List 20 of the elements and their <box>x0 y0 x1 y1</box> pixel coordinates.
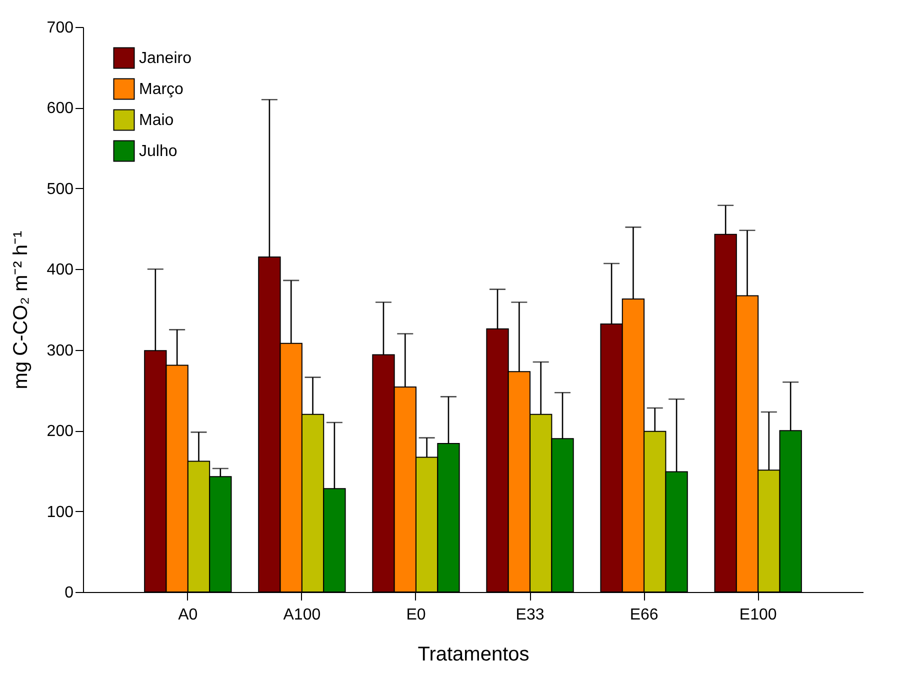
x-tick-label: E66 <box>630 606 658 624</box>
x-axis-title: Tratamentos <box>418 644 530 666</box>
y-axis-title: mg C-CO₂ m⁻² h⁻¹ <box>10 230 32 390</box>
y-tick-label: 300 <box>46 342 74 360</box>
x-tick-label: A100 <box>283 606 321 624</box>
y-tick-label: 400 <box>46 262 74 279</box>
legend-label: Março <box>139 81 184 98</box>
x-tick-label: E33 <box>516 606 544 624</box>
y-tick-label: 700 <box>46 20 74 36</box>
y-tick-label: 500 <box>46 180 74 198</box>
x-tick-label: A0 <box>178 606 198 624</box>
legend-label: Julho <box>139 143 178 160</box>
y-tick-label: 0 <box>64 584 74 602</box>
legend-label: Maio <box>139 112 174 129</box>
x-tick-label: E0 <box>406 606 426 624</box>
legend-label: Janeiro <box>139 50 192 67</box>
y-tick-label: 600 <box>46 100 74 118</box>
x-tick-label: E100 <box>739 606 777 624</box>
y-tick-label: 200 <box>46 423 74 440</box>
y-tick-label: 100 <box>46 504 74 521</box>
